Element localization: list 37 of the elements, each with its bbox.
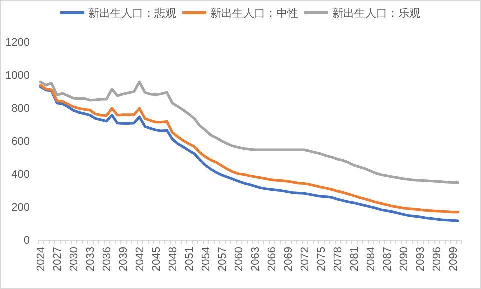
y-tick-label: 600 bbox=[12, 136, 30, 148]
x-tick-label: 2057 bbox=[217, 247, 230, 272]
x-tick-label: 2060 bbox=[234, 247, 246, 272]
x-tick-label: 2084 bbox=[365, 247, 378, 272]
x-tick-label: 2099 bbox=[448, 247, 460, 272]
legend-label: 新出生人口：乐观 bbox=[332, 7, 420, 20]
x-tick-label: 2033 bbox=[85, 247, 98, 272]
x-tick-label: 2054 bbox=[200, 247, 213, 272]
x-tick-label: 2078 bbox=[332, 247, 344, 272]
x-tick-label: 2090 bbox=[398, 247, 410, 272]
line-series bbox=[39, 80, 460, 184]
y-tick-label: 0 bbox=[24, 235, 30, 247]
x-tick-label: 2081 bbox=[348, 247, 361, 272]
x-tick-label: 2075 bbox=[316, 247, 328, 272]
x-tick-label: 2063 bbox=[250, 247, 262, 272]
x-tick-label: 2051 bbox=[184, 247, 196, 272]
y-tick-label: 1200 bbox=[6, 37, 30, 49]
x-tick-label: 2093 bbox=[414, 247, 427, 272]
x-tick-label: 2087 bbox=[382, 247, 394, 272]
x-tick-label: 2069 bbox=[282, 247, 295, 272]
x-tick-label: 2066 bbox=[266, 247, 278, 272]
y-tick-label: 200 bbox=[12, 202, 30, 214]
y-tick-label: 1000 bbox=[6, 70, 30, 82]
legend-label: 新出生人口：中性 bbox=[210, 7, 298, 20]
x-tick-label: 2072 bbox=[299, 247, 312, 272]
x-tick-label: 2024 bbox=[36, 247, 48, 272]
x-tick-label: 2048 bbox=[168, 247, 180, 272]
y-tick-label: 400 bbox=[12, 169, 30, 181]
x-tick-label: 2030 bbox=[68, 247, 81, 272]
x-tick-label: 2039 bbox=[118, 247, 130, 272]
x-tick-label: 2036 bbox=[102, 247, 114, 272]
x-tick-label: 2096 bbox=[431, 247, 444, 272]
legend-label: 新出生人口：悲观 bbox=[88, 7, 176, 20]
x-tick-label: 2027 bbox=[52, 247, 64, 272]
y-tick-label: 800 bbox=[12, 103, 30, 115]
x-tick-label: 2045 bbox=[151, 247, 164, 272]
x-tick-label: 2042 bbox=[134, 247, 147, 272]
